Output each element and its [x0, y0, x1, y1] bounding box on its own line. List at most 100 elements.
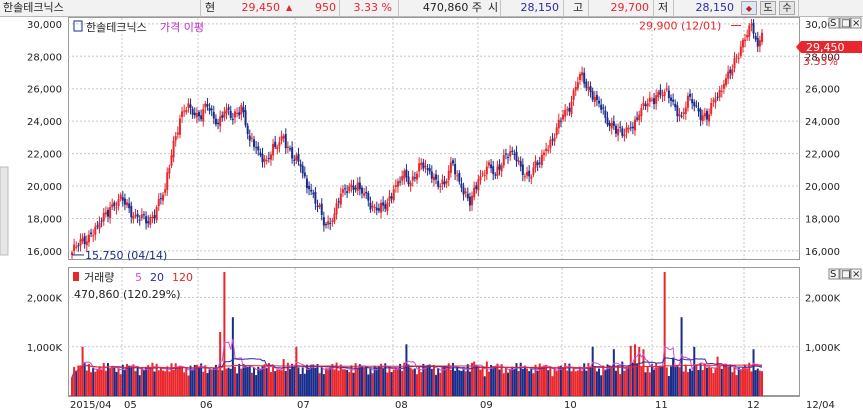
candle-body: [217, 122, 220, 124]
volume-bar: [430, 368, 433, 396]
candle-body: [261, 153, 264, 163]
y-tick-left: 26,000: [27, 85, 62, 96]
volume-bar: [566, 370, 569, 396]
volume-bar: [606, 364, 609, 396]
candle-body: [739, 46, 742, 56]
volume-value: 470,860 주: [422, 1, 482, 14]
candle-body: [240, 104, 243, 115]
candle-body: [214, 118, 217, 125]
volume-bar: [111, 366, 114, 396]
up-arrow-icon: ▲: [286, 3, 293, 12]
volume-bar: [225, 368, 228, 396]
volume-bar: [568, 363, 571, 396]
candle-body: [377, 208, 380, 211]
candle-body: [492, 166, 495, 175]
sell-button[interactable]: 도: [760, 1, 776, 15]
volume-bar: [657, 366, 660, 396]
candle-body: [621, 128, 624, 136]
stock-chart[interactable]: 30,000 28,000 26,000 24,000 22,000 20,00…: [0, 17, 863, 410]
candle-body: [714, 98, 717, 103]
volume-bar: [439, 372, 442, 396]
close-icon: ×: [852, 269, 860, 280]
candle-body: [741, 40, 744, 48]
candle-body: [316, 205, 319, 208]
volume-bar: [511, 366, 514, 396]
volume-bar: [712, 373, 715, 396]
volume-bar: [329, 367, 332, 396]
candle-body: [502, 155, 505, 166]
volume-bar: [705, 367, 708, 396]
volume-bar: [185, 368, 188, 396]
volume-bar: [627, 365, 630, 396]
current-change-pct: 3.33%: [803, 55, 838, 68]
candle-body: [644, 104, 647, 107]
candle-body: [712, 100, 715, 102]
current-price: 29,450: [241, 1, 281, 14]
volume-bar: [547, 370, 550, 396]
volume-bar: [373, 365, 376, 396]
volume-bar: [301, 367, 304, 396]
add-icon[interactable]: ◆: [741, 1, 757, 15]
volume-bar: [684, 364, 687, 396]
volume-bar: [669, 366, 672, 396]
volume-bar: [502, 373, 505, 396]
candle-body: [657, 92, 660, 98]
volume-bar: [418, 365, 421, 396]
candle-body: [291, 147, 294, 159]
candle-body: [466, 193, 469, 199]
volume-panel-buttons[interactable]: S □ ×: [828, 268, 862, 280]
candle-body: [614, 125, 617, 134]
candle-body: [418, 163, 421, 172]
candle-body: [578, 74, 581, 80]
volume-bar: [532, 373, 535, 396]
candle-body: [140, 214, 143, 219]
candle-body: [71, 252, 73, 255]
candle-body: [227, 107, 230, 110]
candle-body: [695, 105, 698, 107]
price-panel-buttons[interactable]: S □ ×: [828, 17, 862, 29]
candle-body: [676, 105, 679, 117]
candle-body: [282, 135, 285, 139]
candle-body: [208, 107, 211, 111]
volume-bar: [600, 375, 603, 396]
legend-tabs[interactable]: 가격 이평: [160, 21, 204, 34]
receive-button[interactable]: 수: [779, 1, 795, 15]
candle-body: [416, 173, 418, 180]
volume-bar: [212, 368, 215, 396]
candle-body: [193, 112, 196, 116]
volume-bar: [73, 366, 76, 396]
volume-bar: [142, 370, 145, 396]
candle-body: [475, 185, 478, 190]
high-label: 고: [573, 1, 584, 14]
volume-bar: [574, 371, 577, 396]
candle-body: [403, 170, 406, 179]
x-tick: 08: [395, 400, 408, 410]
volume-bar: [214, 364, 217, 396]
volume-bar: [166, 366, 169, 396]
volume-bar: [176, 366, 179, 396]
candle-body: [648, 97, 651, 102]
candle-body: [339, 193, 342, 205]
volume-bar: [659, 366, 662, 396]
candle-body: [322, 217, 325, 226]
candle-body: [244, 110, 247, 126]
volume-bar: [367, 374, 370, 396]
candle-body: [600, 104, 603, 110]
candle-body: [705, 111, 708, 120]
volume-bar: [409, 367, 412, 396]
candle-body: [221, 115, 224, 118]
volume-bar: [731, 372, 734, 396]
candle-body: [693, 102, 696, 107]
stock-name-field[interactable]: 한솔테크닉스: [3, 1, 64, 14]
candle-body: [678, 114, 681, 117]
candle-body: [219, 116, 222, 127]
left-scroll-handle[interactable]: [0, 166, 9, 256]
volume-bar: [689, 368, 692, 396]
volume-bar: [363, 368, 366, 396]
candle-body: [117, 199, 120, 207]
candle-body: [538, 162, 541, 164]
candle-body: [168, 167, 171, 174]
candle-body: [98, 222, 101, 229]
volume-bar: [494, 365, 497, 396]
volume-bar: [115, 371, 118, 396]
